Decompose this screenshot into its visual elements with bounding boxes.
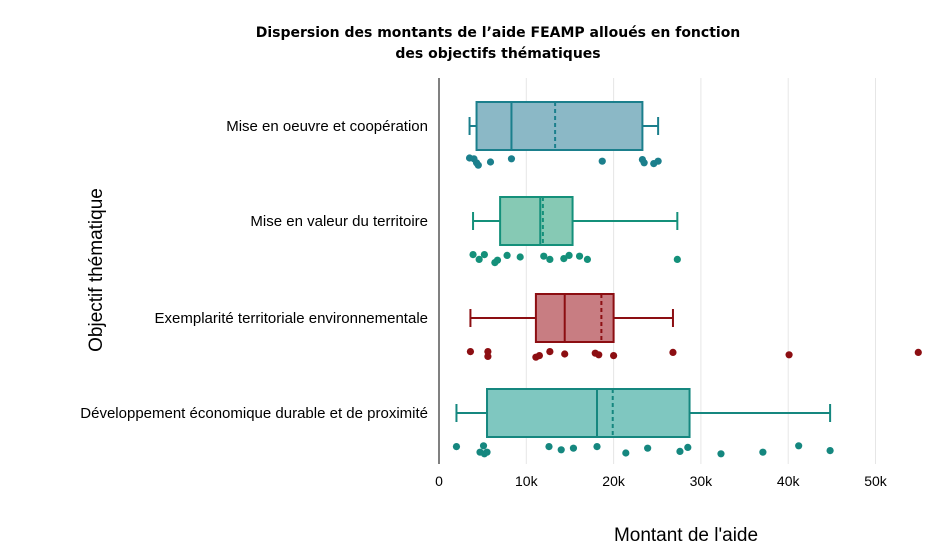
category-label: Mise en oeuvre et coopération <box>226 118 428 135</box>
data-point <box>480 251 488 259</box>
data-point <box>475 255 483 263</box>
y-axis-title: Objectif thématique <box>86 188 107 352</box>
data-point <box>474 161 482 169</box>
data-point <box>669 348 677 356</box>
category-labels: Mise en oeuvre et coopération Mise en val… <box>80 118 428 422</box>
x-tick-label: 50k <box>864 473 888 489</box>
data-point <box>546 255 554 263</box>
data-point <box>610 352 618 360</box>
data-point <box>684 443 692 451</box>
data-point <box>622 449 630 457</box>
category-label: Développement économique durable et de p… <box>80 405 428 422</box>
category-label: Mise en valeur du territoire <box>250 213 428 230</box>
data-point <box>795 442 803 450</box>
data-point <box>479 442 488 450</box>
data-point <box>560 255 568 263</box>
data-point <box>540 252 548 260</box>
data-point <box>561 350 569 358</box>
data-point <box>593 443 601 451</box>
data-point <box>759 448 767 456</box>
chart-title: Dispersion des montants de l’aide FEAMP … <box>256 25 741 62</box>
box-group <box>455 388 832 438</box>
data-point <box>673 255 681 263</box>
data-point <box>545 443 553 451</box>
x-tick-label: 0 <box>435 473 443 489</box>
data-point <box>785 351 793 359</box>
category-label: Exemplarité territoriale environnemental… <box>155 310 428 327</box>
data-point <box>516 253 524 261</box>
x-tick-label: 30k <box>690 473 714 489</box>
points-layer <box>452 154 922 458</box>
box-group <box>468 101 660 151</box>
data-point <box>466 348 475 356</box>
data-point <box>565 251 573 259</box>
iqr-box <box>499 196 574 246</box>
data-point <box>452 443 461 451</box>
data-point <box>595 351 603 359</box>
data-point <box>503 251 511 259</box>
data-point <box>826 447 834 455</box>
data-point <box>507 155 516 163</box>
x-tick-label: 20k <box>602 473 626 489</box>
data-point <box>493 256 502 264</box>
data-point <box>644 444 652 452</box>
data-point <box>914 348 922 356</box>
data-point <box>676 447 684 455</box>
data-point <box>640 159 648 167</box>
data-point <box>569 444 578 452</box>
data-point <box>583 255 592 263</box>
box-group <box>469 293 674 343</box>
data-point <box>469 251 477 259</box>
iqr-box <box>486 388 691 438</box>
data-point <box>484 352 492 360</box>
x-tick-labels: 0 10k 20k 30k 40k 50k <box>435 473 888 489</box>
data-point <box>598 157 606 165</box>
iqr-box <box>475 101 644 151</box>
chart-title-line-1: Dispersion des montants de l’aide FEAMP … <box>256 25 741 41</box>
data-point <box>654 157 662 165</box>
data-point <box>575 252 584 260</box>
chart-title-line-2: des objectifs thématiques <box>395 46 600 62</box>
x-axis-title: Montant de l'aide <box>614 525 758 546</box>
x-tick-label: 10k <box>515 473 539 489</box>
data-point <box>535 352 543 360</box>
boxes-layer <box>455 101 832 438</box>
data-point <box>557 446 565 454</box>
x-tick-label: 40k <box>777 473 801 489</box>
data-point <box>486 158 495 166</box>
data-point <box>483 448 491 456</box>
data-point <box>546 348 554 356</box>
box-group <box>472 196 679 246</box>
data-point <box>717 450 725 458</box>
